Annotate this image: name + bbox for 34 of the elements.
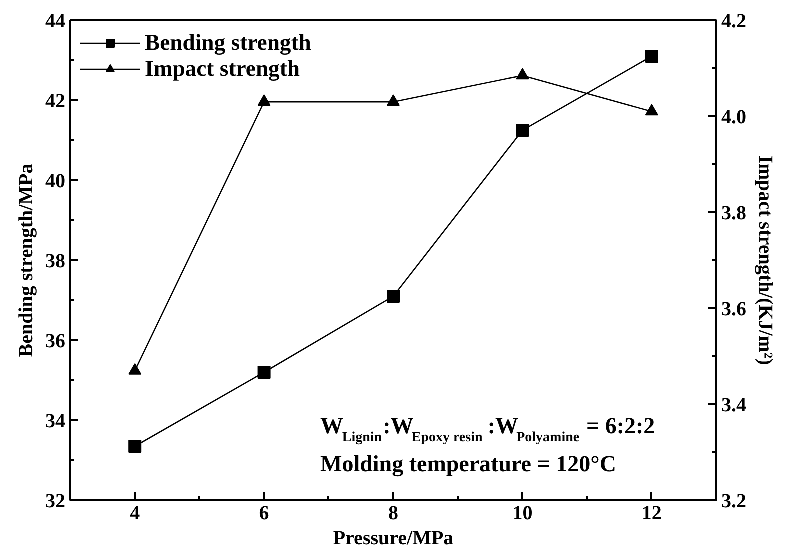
- point: [645, 50, 658, 63]
- point: [128, 440, 142, 453]
- x-axis-title: Pressure/MPa: [333, 528, 454, 550]
- x-tick-label: 8: [388, 502, 398, 524]
- y2-tick-label: 3.6: [722, 298, 746, 320]
- legend-label: Impact strength: [145, 56, 300, 82]
- point: [645, 104, 658, 116]
- point: [516, 124, 530, 137]
- y2-tick-label: 4.0: [722, 106, 746, 128]
- x-tick-label: 6: [259, 502, 270, 524]
- point: [258, 366, 271, 379]
- y-tick-label: 36: [46, 330, 66, 352]
- annotation: Molding temperature = 120°C: [320, 452, 616, 478]
- x-tick-label: 10: [512, 502, 533, 524]
- y2-tick-label: 4.2: [722, 10, 746, 32]
- legend-label: Bending strength: [145, 30, 312, 56]
- y2-tick-label: 3.8: [722, 202, 746, 224]
- point: [516, 68, 530, 80]
- y-axis-title: Bending strength/MPa: [16, 164, 38, 358]
- y2-axis-title: Impact strength/(KJ/m²): [754, 156, 776, 366]
- y-tick-label: 38: [46, 250, 66, 272]
- x-tick-label: 4: [130, 502, 140, 524]
- point: [258, 94, 271, 106]
- y-tick-label: 40: [46, 170, 66, 192]
- y2-tick-label: 3.2: [722, 490, 746, 512]
- y-tick-label: 34: [46, 410, 66, 432]
- y-tick-label: 32: [46, 490, 66, 512]
- y-tick-label: 44: [46, 10, 66, 32]
- x-tick-label: 12: [642, 502, 662, 524]
- y-tick-label: 42: [46, 90, 66, 112]
- point: [128, 363, 142, 375]
- point: [387, 94, 400, 106]
- point: [387, 290, 400, 303]
- y2-tick-label: 3.4: [722, 394, 746, 416]
